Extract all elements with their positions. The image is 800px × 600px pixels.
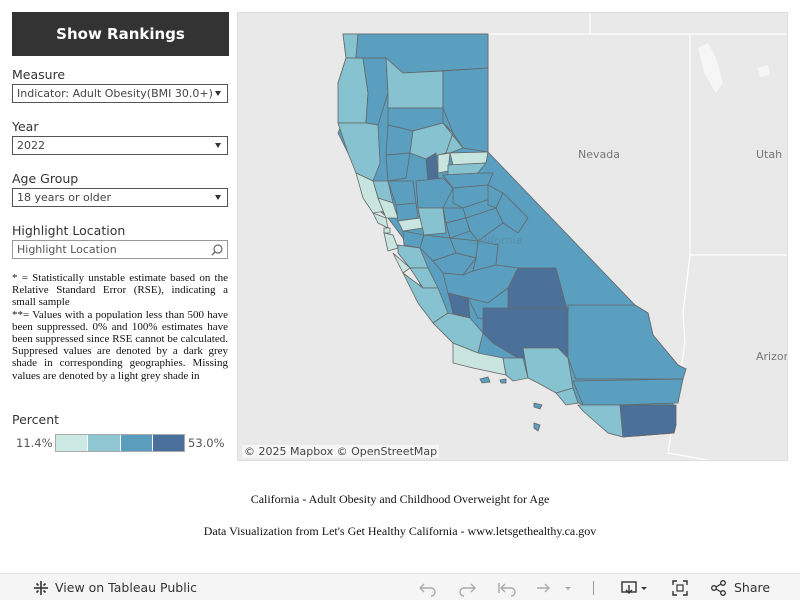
county-tuolumne[interactable] [465,207,504,242]
highlight-location-placeholder: Highlight Location [17,243,117,256]
fullscreen-button[interactable] [671,574,689,600]
california-county-map[interactable]: Nevada Utah Arizona [238,13,788,461]
legend-swatch-3 [120,435,153,451]
lakes [698,43,770,93]
tableau-icon [34,580,48,595]
county-riverside[interactable] [572,378,684,406]
download-button[interactable] [620,574,652,600]
share-label: Share [734,580,771,595]
state-label-nevada: Nevada [578,148,620,161]
county-san-joaquin[interactable] [417,207,447,236]
county-mono[interactable] [495,192,529,234]
county-ventura[interactable] [502,357,529,382]
redo-icon [459,583,476,597]
legend-swatch-1 [56,435,89,451]
note-unstable: * = Statistically unstable estimate base… [12,272,228,309]
chevron-down-icon [215,91,221,96]
legend-swatch-4 [152,435,184,451]
notes-text: * = Statistically unstable estimate base… [12,272,228,399]
chevron-down-icon [215,143,221,148]
highlight-location-input[interactable]: Highlight Location [12,240,228,259]
county-mendocino[interactable] [337,122,381,182]
county-orange[interactable] [555,387,579,406]
revert-button[interactable] [497,574,517,600]
county-del-norte[interactable] [342,33,359,59]
state-borders [488,13,787,460]
county-merced[interactable] [432,252,477,276]
legend-max: 53.0% [188,436,225,450]
channel-island [533,422,541,432]
fullscreen-icon [672,579,688,596]
county-sutter[interactable] [425,152,439,182]
measure-label: Measure [12,67,66,82]
map-view[interactable]: Nevada Utah Arizona [237,12,788,461]
state-label-arizona: Arizona [756,350,788,363]
tableau-toolbar: View on Tableau Public [0,573,800,600]
map-attribution[interactable]: © 2025 Mapbox © OpenStreetMap [242,445,440,458]
refresh-button[interactable] [535,574,571,600]
highlight-location-label: Highlight Location [12,223,126,238]
undo-icon [419,583,436,597]
channel-island [479,376,491,384]
county-madera[interactable] [472,240,499,272]
county-san-diego[interactable] [577,404,624,438]
revert-icon [498,582,516,597]
toolbar-divider [593,574,594,600]
channel-island [499,378,507,384]
color-legend [55,434,185,452]
year-label: Year [12,119,39,134]
county-humboldt[interactable] [337,57,369,124]
county-imperial[interactable] [619,404,677,438]
view-on-tableau-public-label: View on Tableau Public [55,580,198,595]
measure-dropdown[interactable]: Indicator: Adult Obesity(BMI 30.0+) [12,84,228,103]
age-group-value: 18 years or older [17,191,112,204]
search-icon[interactable] [210,243,224,257]
refresh-icon [537,583,571,592]
legend-min: 11.4% [16,436,53,450]
view-on-tableau-public-link[interactable]: View on Tableau Public [32,574,197,600]
undo-button[interactable] [418,574,438,600]
age-group-label: Age Group [12,171,79,186]
state-label-utah: Utah [756,148,782,161]
county-sacramento[interactable] [415,177,454,209]
share-button[interactable]: Share [710,574,770,600]
county-san-francisco[interactable] [383,227,391,234]
dashboard-source: Data Visualization from Let's Get Health… [203,524,597,538]
legend-title: Percent [12,412,60,427]
county-san-bernardino[interactable] [567,304,687,380]
legend-swatch-2 [88,435,121,451]
share-icon [711,579,726,596]
download-icon [621,580,647,594]
show-rankings-button[interactable]: Show Rankings [12,12,229,56]
chevron-down-icon [215,195,221,200]
county-solano[interactable] [395,202,419,222]
county-colusa[interactable] [385,152,411,182]
age-group-dropdown[interactable]: 18 years or older [12,188,228,207]
dashboard-title: California - Adult Obesity and Childhood… [250,492,550,506]
county-el-dorado[interactable] [452,184,494,209]
county-san-mateo[interactable] [383,232,399,252]
redo-button[interactable] [457,574,477,600]
measure-value: Indicator: Adult Obesity(BMI 30.0+) [17,87,213,100]
note-suppressed: **= Values with a population less than 5… [12,308,228,382]
year-dropdown[interactable]: 2022 [12,136,228,155]
year-value: 2022 [17,139,45,152]
state-label-california: California [470,234,522,247]
channel-island [533,402,543,410]
